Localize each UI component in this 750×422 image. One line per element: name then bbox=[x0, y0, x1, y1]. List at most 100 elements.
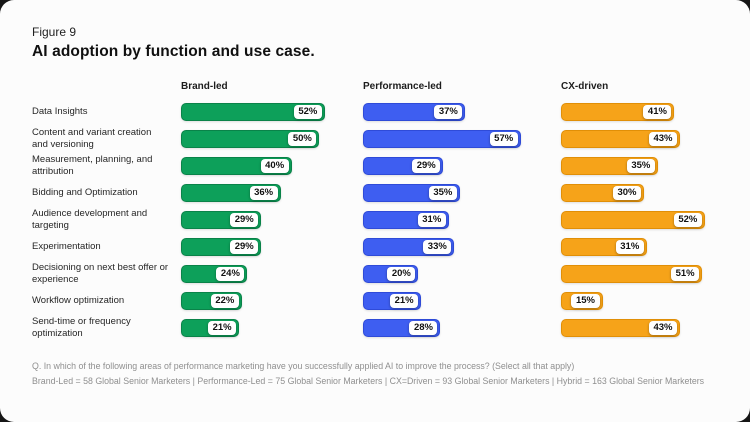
bar-cx-driven: 43% bbox=[561, 318, 680, 337]
bar-cx-driven: 51% bbox=[561, 264, 703, 283]
bar-track: 52% bbox=[561, 210, 727, 229]
value-badge: 29% bbox=[230, 239, 259, 254]
bar-track: 21% bbox=[181, 318, 347, 337]
bar-track: 40% bbox=[181, 156, 347, 175]
bar-track: 30% bbox=[561, 183, 727, 202]
bar-track: 57% bbox=[363, 129, 529, 148]
chart-row: Measurement, planning, and attribution 40… bbox=[32, 152, 732, 179]
figure-title: AI adoption by function and use case. bbox=[32, 43, 315, 60]
bar-brand-led: 22% bbox=[181, 291, 242, 310]
chart-row: Data Insights 52% 37% 41% bbox=[32, 98, 732, 125]
chart-row: Audience development and targeting 29% 31%… bbox=[32, 206, 732, 233]
bar-track: 52% bbox=[181, 102, 347, 121]
bar-track: 29% bbox=[181, 237, 347, 256]
bar-cell: 30% bbox=[561, 183, 732, 202]
bar-performance-led: 31% bbox=[363, 210, 449, 229]
bar-performance-led: 37% bbox=[363, 102, 466, 121]
bar-cell: 24% bbox=[181, 264, 363, 283]
column-header-brand-led: Brand-led bbox=[181, 81, 228, 92]
bar-brand-led: 40% bbox=[181, 156, 292, 175]
category-label: Decisioning on next best offer or experi… bbox=[32, 262, 169, 285]
bar-cell: 22% bbox=[181, 291, 363, 310]
value-badge: 33% bbox=[423, 239, 452, 254]
bar-brand-led: 36% bbox=[181, 183, 281, 202]
bar-cell: 51% bbox=[561, 264, 732, 283]
value-badge: 50% bbox=[288, 131, 317, 146]
bar-performance-led: 21% bbox=[363, 291, 422, 310]
bar-cell: 41% bbox=[561, 102, 732, 121]
bar-track: 37% bbox=[363, 102, 529, 121]
value-badge: 22% bbox=[210, 293, 239, 308]
value-badge: 20% bbox=[387, 266, 416, 281]
value-badge: 57% bbox=[489, 131, 518, 146]
category-label: Data Insights bbox=[32, 105, 88, 117]
bar-brand-led: 52% bbox=[181, 102, 325, 121]
bar-cell: 31% bbox=[561, 237, 732, 256]
bar-cell: 37% bbox=[363, 102, 561, 121]
bar-cell: 52% bbox=[561, 210, 732, 229]
bar-track: 36% bbox=[181, 183, 347, 202]
value-badge: 36% bbox=[249, 185, 278, 200]
bar-track: 43% bbox=[561, 129, 727, 148]
value-badge: 40% bbox=[260, 158, 289, 173]
bar-performance-led: 28% bbox=[363, 318, 441, 337]
footnote-sample: Brand-Led = 58 Global Senior Marketers |… bbox=[32, 376, 705, 386]
value-badge: 51% bbox=[671, 266, 700, 281]
bar-track: 51% bbox=[561, 264, 727, 283]
bar-cell: 21% bbox=[181, 318, 363, 337]
bar-track: 41% bbox=[561, 102, 727, 121]
bar-track: 15% bbox=[561, 291, 727, 310]
value-badge: 52% bbox=[293, 104, 322, 119]
bar-cx-driven: 15% bbox=[561, 291, 603, 310]
chart-row: Send-time or frequency optimization 21% 28… bbox=[32, 314, 732, 341]
footnote: Q. In which of the following areas of pe… bbox=[32, 359, 732, 389]
bar-track: 20% bbox=[363, 264, 529, 283]
value-badge: 24% bbox=[216, 266, 245, 281]
category-label: Content and variant creation and version… bbox=[32, 127, 152, 150]
bar-track: 29% bbox=[363, 156, 529, 175]
bar-cell: 20% bbox=[363, 264, 561, 283]
bar-performance-led: 33% bbox=[363, 237, 455, 256]
bar-performance-led: 20% bbox=[363, 264, 419, 283]
value-badge: 29% bbox=[230, 212, 259, 227]
bar-cell: 15% bbox=[561, 291, 732, 310]
bar-brand-led: 29% bbox=[181, 237, 262, 256]
bar-track: 43% bbox=[561, 318, 727, 337]
bar-cell: 29% bbox=[181, 210, 363, 229]
chart-row: Decisioning on next best offer or experi… bbox=[32, 260, 732, 287]
bar-cell: 36% bbox=[181, 183, 363, 202]
column-header-cx-driven: CX-driven bbox=[561, 81, 609, 92]
bar-cx-driven: 35% bbox=[561, 156, 658, 175]
bar-cx-driven: 31% bbox=[561, 237, 647, 256]
category-label: Measurement, planning, and attribution bbox=[32, 154, 153, 177]
value-badge: 28% bbox=[409, 320, 438, 335]
bar-brand-led: 50% bbox=[181, 129, 320, 148]
bar-track: 33% bbox=[363, 237, 529, 256]
bar-cell: 57% bbox=[363, 129, 561, 148]
bar-track: 29% bbox=[181, 210, 347, 229]
bar-cell: 29% bbox=[181, 237, 363, 256]
bar-cell: 21% bbox=[363, 291, 561, 310]
bar-cell: 40% bbox=[181, 156, 363, 175]
value-badge: 41% bbox=[643, 104, 672, 119]
chart-row: Workflow optimization 22% 21% 15% bbox=[32, 287, 732, 314]
bar-brand-led: 24% bbox=[181, 264, 248, 283]
value-badge: 21% bbox=[208, 320, 237, 335]
bar-cx-driven: 30% bbox=[561, 183, 644, 202]
bar-cell: 43% bbox=[561, 129, 732, 148]
value-badge: 52% bbox=[673, 212, 702, 227]
bar-track: 31% bbox=[363, 210, 529, 229]
value-badge: 15% bbox=[571, 293, 600, 308]
value-badge: 30% bbox=[612, 185, 641, 200]
bar-track: 35% bbox=[561, 156, 727, 175]
bar-cx-driven: 41% bbox=[561, 102, 675, 121]
category-label: Workflow optimization bbox=[32, 294, 125, 306]
bar-cell: 29% bbox=[363, 156, 561, 175]
bar-track: 50% bbox=[181, 129, 347, 148]
bar-cell: 35% bbox=[363, 183, 561, 202]
chart-row: Content and variant creation and version… bbox=[32, 125, 732, 152]
category-label: Send-time or frequency optimization bbox=[32, 316, 131, 339]
bar-cx-driven: 43% bbox=[561, 129, 680, 148]
bar-cx-driven: 52% bbox=[561, 210, 705, 229]
